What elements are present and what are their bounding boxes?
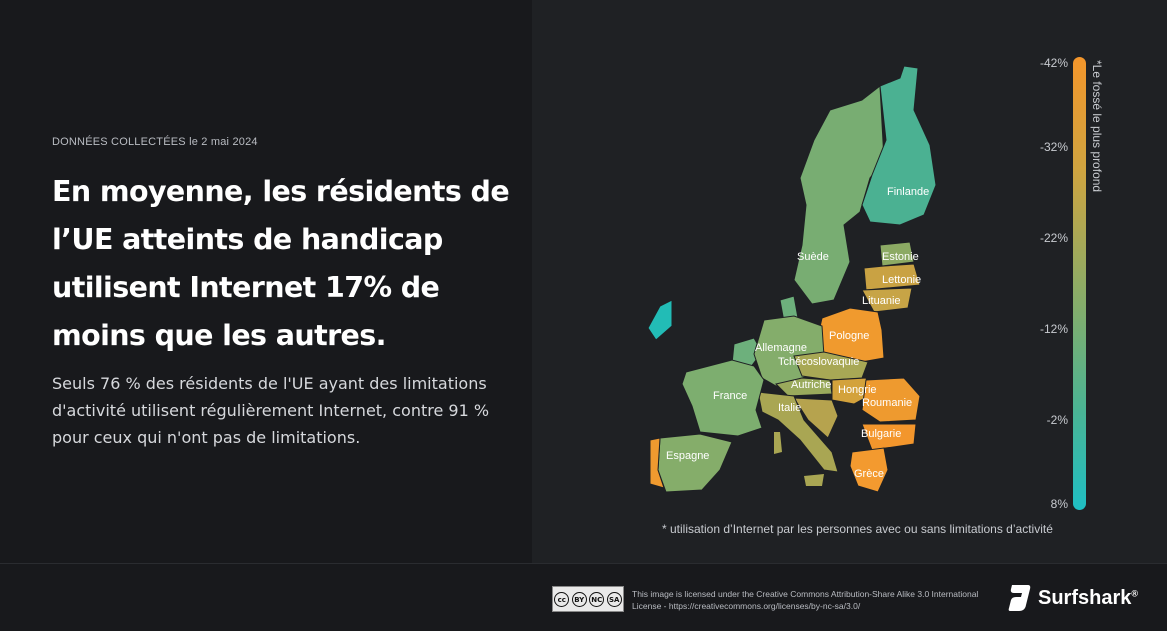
surfshark-logo[interactable]: Surfshark®	[1008, 583, 1138, 613]
footnote: * utilisation d’Internet par les personn…	[662, 522, 1053, 536]
map-country-france	[681, 359, 765, 437]
map-label-estonie: Estonie	[882, 251, 919, 263]
map-label-allemagne: Allemagne	[755, 342, 807, 354]
data-collected-label: DONNÉES COLLECTÉES le 2 mai 2024	[52, 136, 258, 148]
headline: En moyenne, les résidents de l’UE attein…	[52, 175, 510, 352]
cc-icon: cc	[554, 591, 570, 607]
surfshark-icon	[1008, 585, 1031, 611]
map-label-lettonie: Lettonie	[882, 274, 921, 286]
brand-name: Surfshark®	[1038, 586, 1139, 609]
map-label-roumanie: Roumanie	[862, 397, 912, 409]
map-country-finland	[861, 65, 937, 226]
map-country-portugal	[649, 437, 665, 489]
legend-tick: -12%	[1039, 322, 1068, 336]
map-label-france: France	[713, 390, 747, 402]
legend-tick: -2%	[1046, 413, 1068, 427]
nc-icon: NC	[589, 591, 605, 607]
map-island-sardinia	[774, 432, 782, 454]
legend-tick: -22%	[1039, 231, 1068, 245]
map-island-sicily	[804, 474, 824, 486]
map-country-latvia	[863, 263, 921, 291]
map-country-romania	[861, 377, 921, 423]
by-icon: BY	[571, 591, 587, 607]
map-label-autriche: Autriche	[791, 379, 831, 391]
europe-map: Finlande Suède Estonie Lettonie Lituanie…	[647, 65, 937, 493]
left-panel	[0, 0, 532, 563]
map-label-pologne: Pologne	[829, 330, 869, 342]
legend-tick: 8%	[1050, 497, 1068, 511]
map-country-estonia	[879, 241, 915, 267]
sa-icon: SA	[606, 591, 622, 607]
map-country-lithuania	[861, 287, 913, 313]
map-country-spain	[657, 433, 733, 493]
map-label-finlande: Finlande	[887, 186, 929, 198]
license-text: This image is licensed under the Creativ…	[632, 589, 979, 611]
map-label-lituanie: Lituanie	[862, 295, 901, 307]
map-country-croatia	[793, 397, 839, 439]
map-label-suede: Suède	[797, 251, 829, 263]
map-country-ireland	[647, 299, 673, 341]
legend-title: *Le fossé le plus profond	[1090, 60, 1104, 193]
map-country-greece	[849, 447, 889, 493]
map-label-tchecoslovaquie: Tchécoslovaquie	[778, 356, 859, 368]
map-label-italie: Italie	[778, 402, 801, 414]
body-text: Seuls 76 % des résidents de l'UE ayant d…	[52, 374, 490, 447]
legend-tick: -32%	[1039, 140, 1068, 154]
map-label-bulgarie: Bulgarie	[861, 428, 901, 440]
map-country-austria	[775, 377, 833, 397]
map-country-italy	[757, 391, 839, 473]
legend-tick: -42%	[1039, 56, 1068, 70]
map-country-bulgaria	[861, 423, 917, 451]
map-panel	[532, 0, 1167, 563]
cc-license-badge[interactable]: cc BY NC SA	[552, 586, 624, 612]
map-label-grece: Grèce	[854, 468, 884, 480]
map-label-espagne: Espagne	[666, 450, 709, 462]
legend-gradient-bar	[1073, 57, 1086, 510]
map-label-hongrie: Hongrie	[838, 384, 877, 396]
